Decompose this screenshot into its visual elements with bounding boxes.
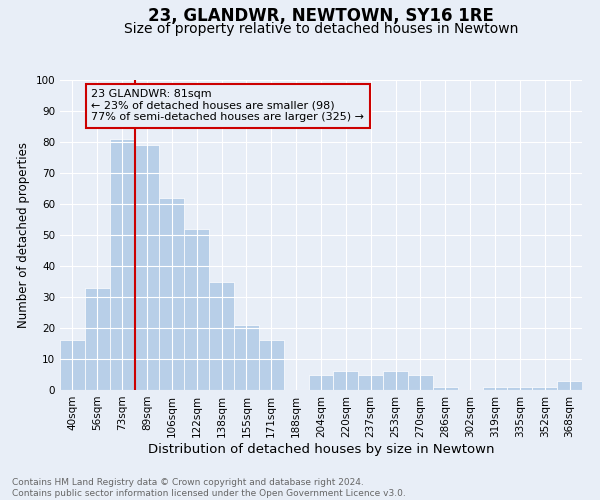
Bar [383, 372, 408, 390]
Bar [110, 139, 134, 390]
Bar [532, 387, 557, 390]
Text: Distribution of detached houses by size in Newtown: Distribution of detached houses by size … [148, 442, 494, 456]
Bar [308, 374, 334, 390]
Bar [60, 340, 85, 390]
Bar [160, 198, 184, 390]
Bar [508, 387, 532, 390]
Bar [557, 380, 582, 390]
Bar [408, 374, 433, 390]
Bar [358, 374, 383, 390]
Text: Contains HM Land Registry data © Crown copyright and database right 2024.
Contai: Contains HM Land Registry data © Crown c… [12, 478, 406, 498]
Bar [134, 145, 160, 390]
Bar [184, 229, 209, 390]
Bar [209, 282, 234, 390]
Bar [433, 387, 458, 390]
Text: 23, GLANDWR, NEWTOWN, SY16 1RE: 23, GLANDWR, NEWTOWN, SY16 1RE [148, 8, 494, 26]
Text: Size of property relative to detached houses in Newtown: Size of property relative to detached ho… [124, 22, 518, 36]
Bar [85, 288, 110, 390]
Bar [482, 387, 508, 390]
Text: 23 GLANDWR: 81sqm
← 23% of detached houses are smaller (98)
77% of semi-detached: 23 GLANDWR: 81sqm ← 23% of detached hous… [91, 90, 364, 122]
Y-axis label: Number of detached properties: Number of detached properties [17, 142, 30, 328]
Bar [259, 340, 284, 390]
Bar [334, 372, 358, 390]
Bar [234, 325, 259, 390]
